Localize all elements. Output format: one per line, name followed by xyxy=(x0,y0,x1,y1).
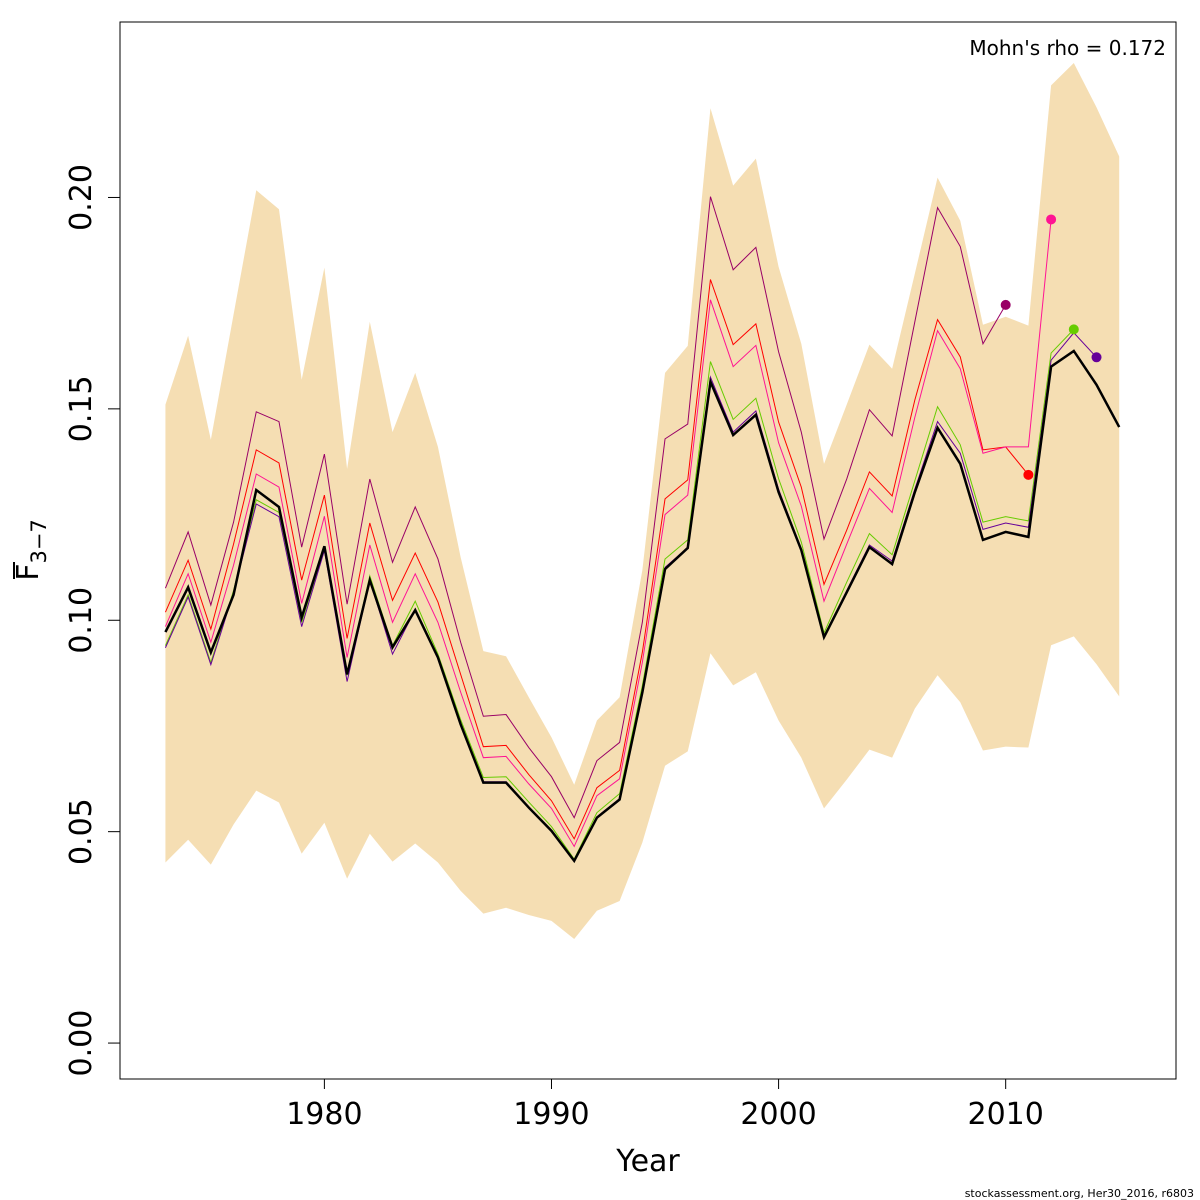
peel-2010-endpoint xyxy=(1000,299,1011,310)
y-axis-label: F3−7 xyxy=(11,519,51,581)
plot-area xyxy=(164,63,1121,940)
y-tick-label: 0.20 xyxy=(64,164,99,231)
x-tick-label: 1980 xyxy=(286,1097,362,1132)
y-axis-label-sub: 3−7 xyxy=(27,519,51,563)
y-tick-label: 0.10 xyxy=(64,587,99,654)
peel-2013-endpoint xyxy=(1068,324,1079,335)
x-tick-label: 2000 xyxy=(740,1097,816,1132)
axes: 1980 1990 2000 2010 0.00 0.05 0.10 0.15 0.20 xyxy=(64,164,1044,1132)
y-tick-label: 0.05 xyxy=(64,798,99,865)
x-tick-label: 1990 xyxy=(513,1097,589,1132)
peel-2011-line xyxy=(164,279,1029,840)
svg-text:F3−7: F3−7 xyxy=(11,519,51,581)
peel-2010-line xyxy=(164,196,1007,819)
peel-2014-endpoint xyxy=(1091,352,1102,363)
x-axis-label: Year xyxy=(615,1144,680,1179)
peel-2011-endpoint xyxy=(1023,469,1034,480)
y-axis-label-main: F xyxy=(11,564,46,581)
y-tick-label: 0.15 xyxy=(64,375,99,442)
confidence-band xyxy=(165,63,1120,940)
x-tick-label: 2010 xyxy=(967,1097,1043,1132)
y-tick-label: 0.00 xyxy=(64,1010,99,1077)
footer-credit: stockassessment.org, Her30_2016, r6803 xyxy=(965,1187,1194,1200)
mohns-rho-annotation: Mohn's rho = 0.172 xyxy=(969,36,1166,60)
final-estimate-line xyxy=(164,349,1121,864)
peel-2012-line xyxy=(164,219,1052,848)
peel-2012-endpoint xyxy=(1046,214,1057,225)
